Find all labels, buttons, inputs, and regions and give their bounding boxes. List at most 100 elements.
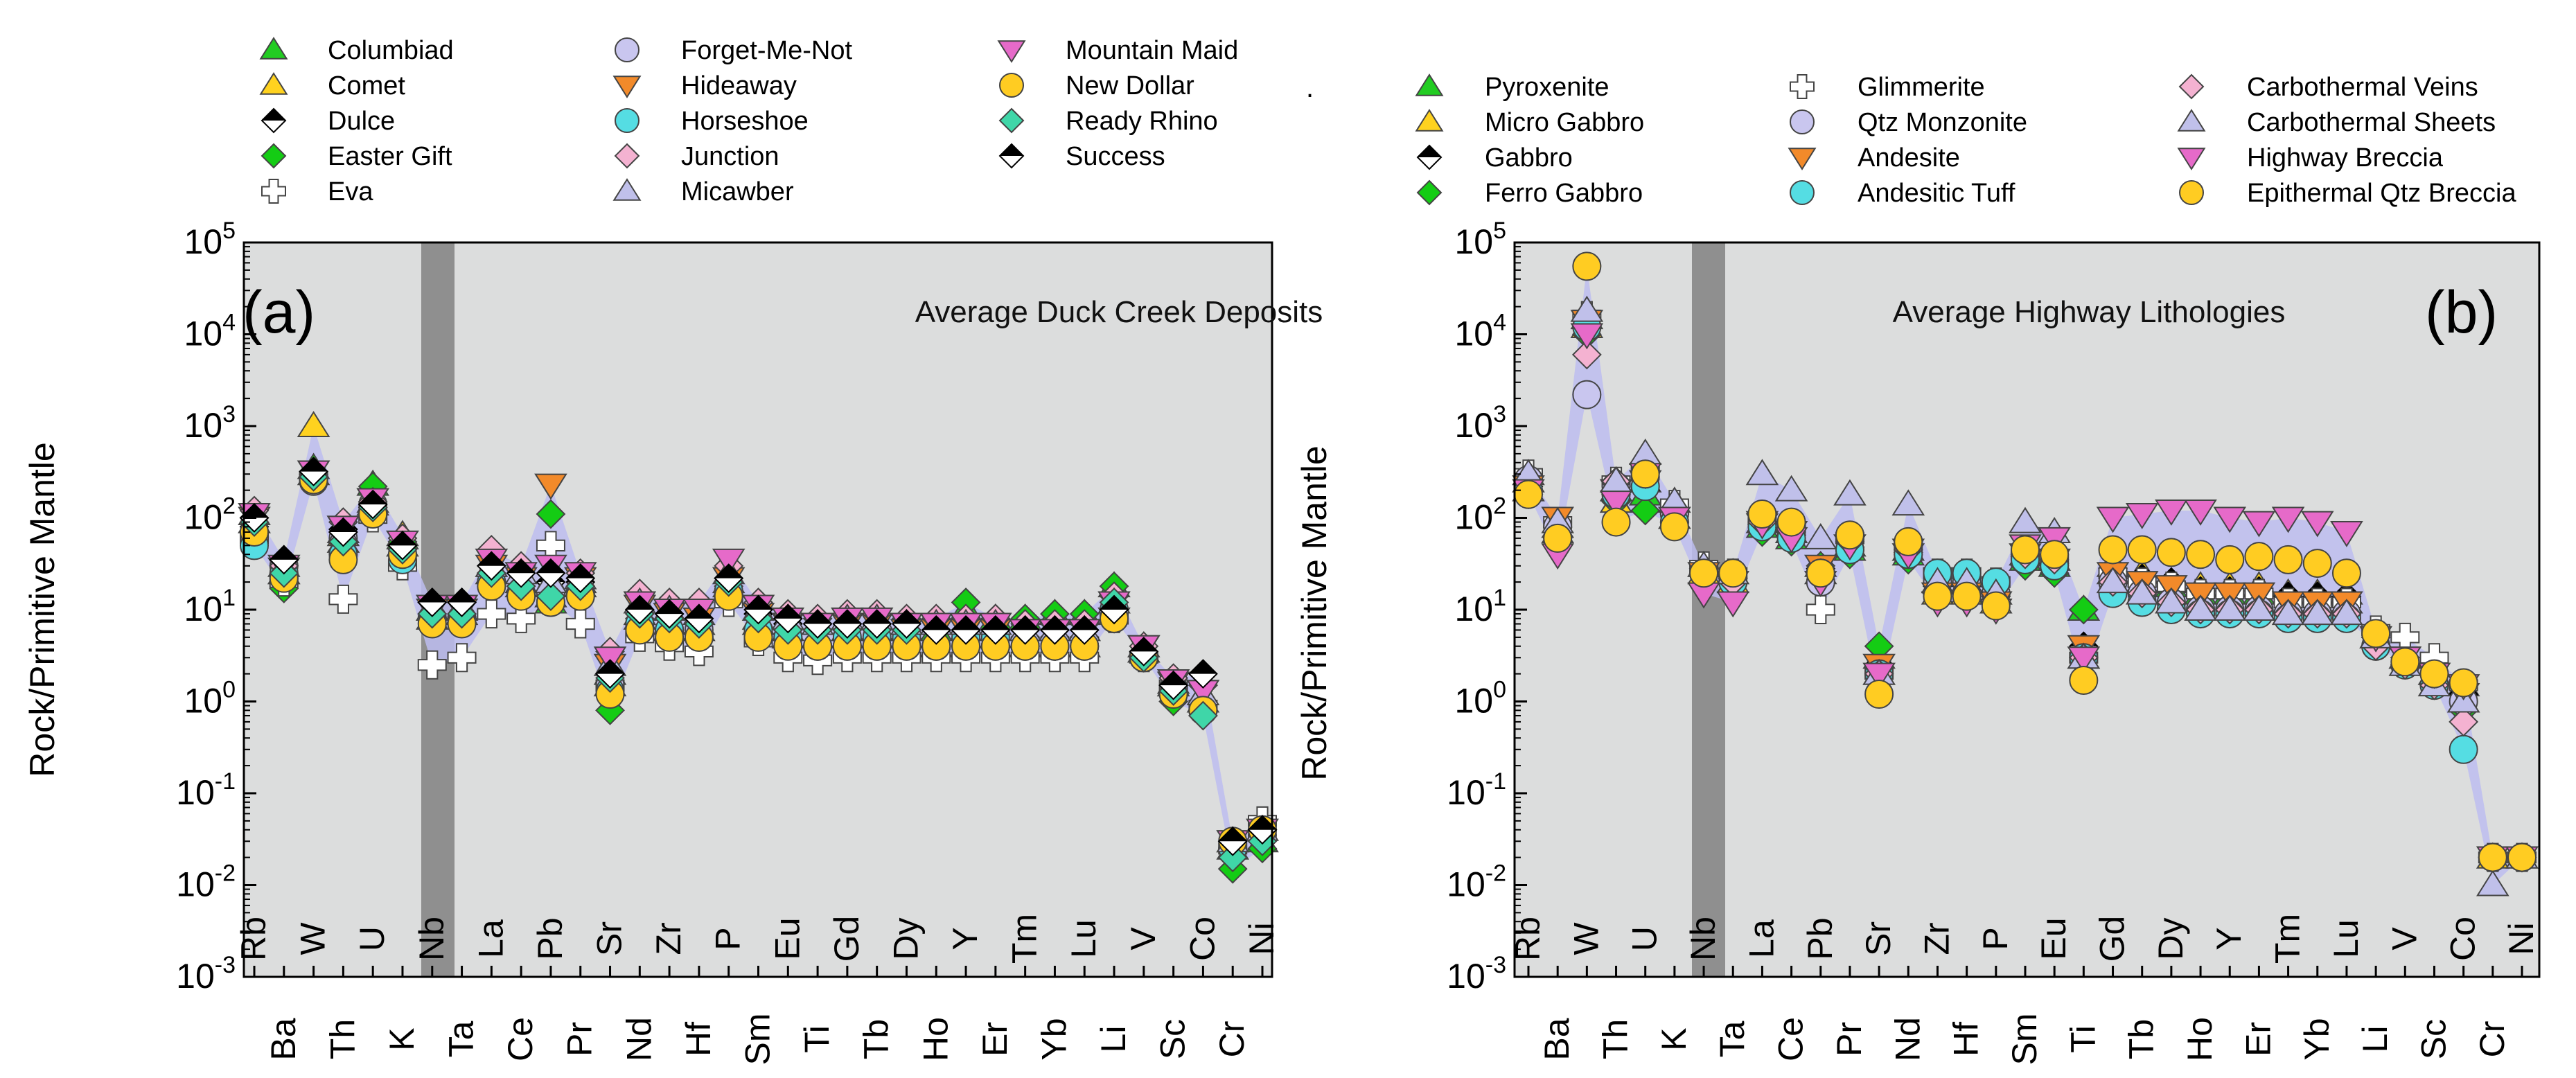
x-tick-label-ti: Ti <box>2063 1025 2102 1053</box>
point-epithermal-qtz-breccia-th <box>1601 507 1631 537</box>
y-tick-label: 104 <box>184 310 236 353</box>
point-epithermal-qtz-breccia-sr <box>1864 680 1894 709</box>
point-glimmerite-pb <box>1806 595 1835 624</box>
point-success-dy <box>892 609 921 639</box>
anomaly-band <box>1692 242 1725 977</box>
y-tick-label: 10-3 <box>176 952 236 996</box>
x-tick-label-dy: Dy <box>2151 917 2190 960</box>
legend-label: Gabbro <box>1485 143 1573 173</box>
panel-label: (a) <box>242 279 315 346</box>
point-epithermal-qtz-breccia-tm <box>2273 545 2303 574</box>
point-success-ce <box>506 558 536 588</box>
point-highway-breccia-tb <box>2125 503 2159 529</box>
y-tick-label: 100 <box>184 677 236 721</box>
legend-marker-horseshoe <box>615 108 639 133</box>
x-tick-label-tm: Tm <box>2268 914 2307 964</box>
x-tick-label-nd: Nd <box>619 1017 658 1061</box>
legend-marker-micawber <box>612 178 642 201</box>
legend-item-forget-me-not: Forget-Me-Not <box>615 36 852 65</box>
point-ferro-gabbro-ti <box>2068 594 2099 625</box>
legend-label: Carbothermal Sheets <box>2247 108 2496 137</box>
legend-label: Micro Gabbro <box>1485 108 1644 137</box>
point-carbothermal-sheets-er <box>2242 594 2276 621</box>
legend-marker-eva <box>261 179 286 204</box>
legend-label: Micawber <box>681 177 794 206</box>
point-epithermal-qtz-breccia-gd <box>2098 535 2128 565</box>
x-tick-label-pb: Pb <box>531 917 570 960</box>
legend-label: Hideaway <box>681 71 797 100</box>
point-epithermal-qtz-breccia-p <box>1981 591 2011 621</box>
x-tick-label-v: V <box>1124 927 1163 951</box>
point-success-ho <box>921 615 951 645</box>
point-epithermal-qtz-breccia-ni <box>2507 842 2537 872</box>
x-tick-label-sc: Sc <box>1154 1019 1192 1059</box>
x-tick-label-th: Th <box>1596 1019 1635 1059</box>
point-carbothermal-sheets-y <box>2213 594 2247 621</box>
legend-marker-gabbro <box>1416 144 1443 170</box>
point-carbothermal-sheets-gd <box>2096 567 2130 594</box>
point-success-eu <box>773 603 803 634</box>
x-tick-label-ho: Ho <box>916 1017 955 1061</box>
point-ready-rhino-co <box>1188 700 1218 731</box>
legend-marker-columbiad <box>259 37 288 60</box>
legend-label: Ferro Gabbro <box>1485 179 1643 208</box>
point-highway-breccia-ta <box>1716 591 1750 618</box>
point-highway-breccia-gd <box>2096 506 2130 533</box>
legend-label: Mountain Maid <box>1066 36 1238 65</box>
point-epithermal-qtz-breccia-rb <box>1514 479 1543 509</box>
x-tick-label-zr: Zr <box>649 922 688 955</box>
point-highway-breccia-tm <box>2271 506 2305 533</box>
point-epithermal-qtz-breccia-tb <box>2127 535 2157 565</box>
x-tick-label-ho: Ho <box>2180 1017 2219 1061</box>
legend-item-dulce: Dulce <box>261 107 395 136</box>
panel-label: (b) <box>2425 279 2498 346</box>
point-carbothermal-veins-co <box>2449 707 2479 737</box>
data-markers <box>238 411 1279 884</box>
legend-marker-ready-rhino <box>998 107 1025 134</box>
y-tick-label: 10-2 <box>176 860 236 904</box>
point-epithermal-qtz-breccia-k <box>1659 512 1689 542</box>
point-success-gd <box>832 609 863 639</box>
legend-marker-micro-gabbro <box>1415 109 1444 132</box>
point-success-pb <box>536 558 566 588</box>
point-highway-breccia-ti <box>2067 646 2101 673</box>
legend-marker-andesite <box>1788 148 1817 170</box>
x-tick-label-sr: Sr <box>590 921 629 956</box>
point-success-cr <box>1217 826 1248 856</box>
y-tick-label: 103 <box>1454 401 1506 445</box>
legend: Columbiad Comet Dulce Easter Gift Eva Forget-… <box>259 36 1238 206</box>
legend-label: New Dollar <box>1066 71 1194 100</box>
point-epithermal-qtz-breccia-co <box>2449 668 2478 698</box>
legend-item-micro-gabbro: Micro Gabbro <box>1415 108 1644 137</box>
point-epithermal-qtz-breccia-u <box>1630 459 1660 489</box>
point-ready-rhino-pb <box>536 581 566 612</box>
legend-item-comet: Comet <box>259 71 405 100</box>
legend-label: Columbiad <box>328 36 454 65</box>
chart-title: Average Highway Lithologies <box>1893 295 2286 329</box>
point-hideaway-pb <box>534 473 567 500</box>
legend-item-epithermal-qtz-breccia: Epithermal Qtz Breccia <box>2179 179 2516 208</box>
point-carbothermal-sheets-yb <box>2300 599 2334 626</box>
point-epithermal-qtz-breccia-ba <box>1543 523 1573 553</box>
legend-label: Forget-Me-Not <box>681 36 852 65</box>
legend-item-gabbro: Gabbro <box>1416 143 1573 173</box>
point-success-k <box>387 530 418 560</box>
point-epithermal-qtz-breccia-nb <box>1689 558 1719 588</box>
point-epithermal-qtz-breccia-er <box>2244 542 2274 572</box>
x-tick-label-ni: Ni <box>2502 922 2541 955</box>
legend-marker-glimmerite <box>1790 74 1815 99</box>
x-tick-label-pr: Pr <box>1830 1022 1869 1057</box>
legend-marker-highway-breccia <box>2177 148 2206 170</box>
point-success-y <box>951 615 981 645</box>
point-success-sr <box>595 659 625 689</box>
x-tick-label-cr: Cr <box>2473 1021 2512 1058</box>
y-tick-label: 101 <box>184 585 236 628</box>
point-carbothermal-sheets-la <box>1745 459 1779 486</box>
legend-item-ferro-gabbro: Ferro Gabbro <box>1416 179 1643 208</box>
y-tick-label: 101 <box>1454 585 1506 628</box>
legend-marker-forget-me-not <box>615 37 639 62</box>
legend-marker-dulce <box>261 107 287 134</box>
legend-label: Dulce <box>328 107 395 136</box>
legend-item-success: Success <box>998 142 1165 171</box>
legend-item-new-dollar: New Dollar <box>999 71 1194 100</box>
